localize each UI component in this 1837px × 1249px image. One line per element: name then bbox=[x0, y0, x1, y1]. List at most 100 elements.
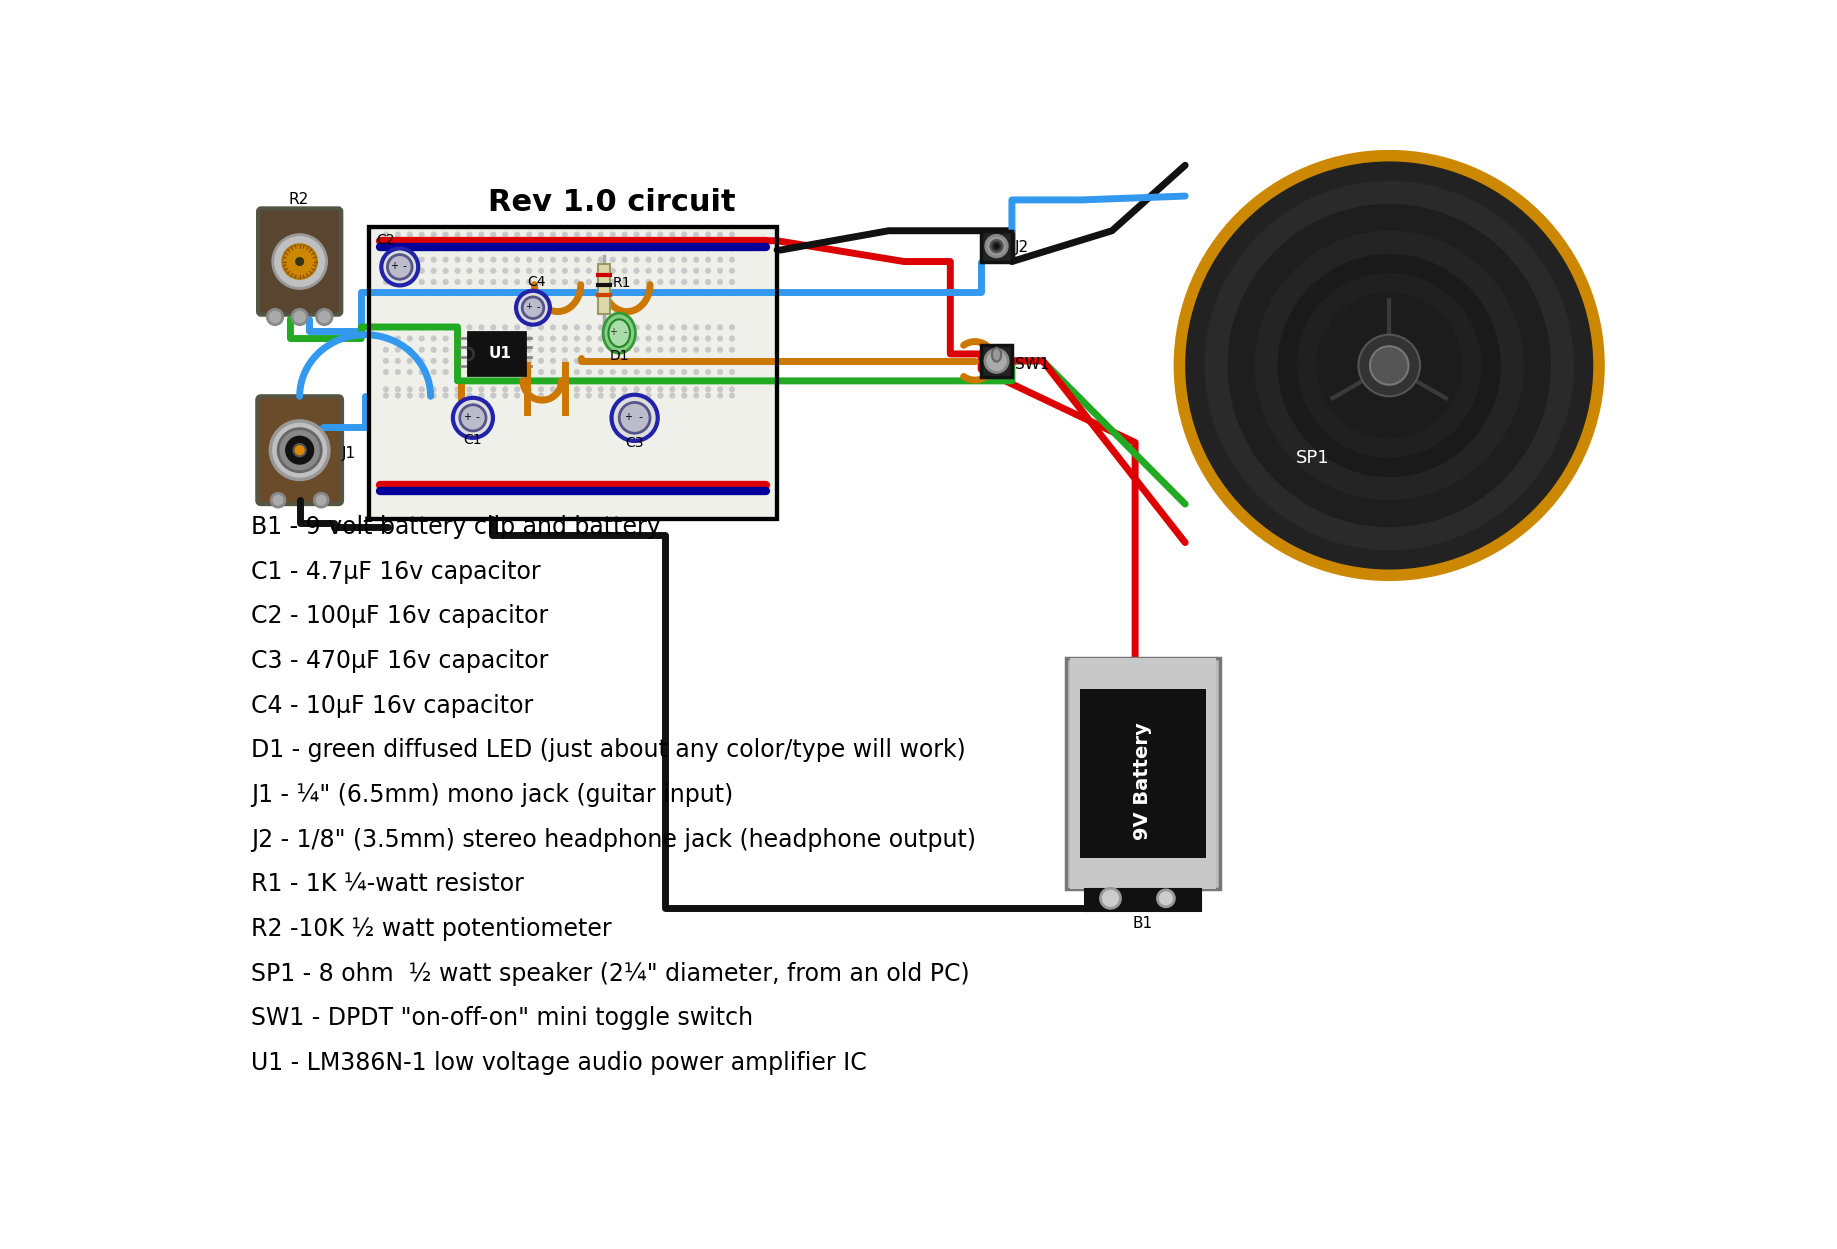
Circle shape bbox=[694, 232, 698, 237]
Circle shape bbox=[623, 358, 626, 363]
Circle shape bbox=[395, 239, 400, 244]
Circle shape bbox=[718, 393, 722, 398]
Circle shape bbox=[551, 336, 557, 341]
Circle shape bbox=[682, 370, 687, 375]
Circle shape bbox=[395, 336, 400, 341]
Circle shape bbox=[634, 232, 639, 237]
Circle shape bbox=[514, 325, 520, 330]
Circle shape bbox=[384, 269, 389, 274]
Circle shape bbox=[503, 239, 509, 244]
Circle shape bbox=[456, 269, 461, 274]
Circle shape bbox=[283, 245, 316, 279]
Circle shape bbox=[527, 280, 533, 285]
Circle shape bbox=[538, 393, 544, 398]
Circle shape bbox=[479, 246, 485, 251]
Circle shape bbox=[467, 269, 472, 274]
Circle shape bbox=[479, 280, 485, 285]
Circle shape bbox=[729, 347, 735, 352]
Circle shape bbox=[705, 246, 711, 251]
Text: C4: C4 bbox=[527, 275, 546, 290]
Circle shape bbox=[467, 336, 472, 341]
Circle shape bbox=[443, 358, 448, 363]
Circle shape bbox=[658, 232, 663, 237]
Circle shape bbox=[729, 239, 735, 244]
Bar bbox=[1080, 689, 1205, 858]
Circle shape bbox=[538, 358, 544, 363]
Circle shape bbox=[419, 370, 424, 375]
Text: Rev 1.0 circuit: Rev 1.0 circuit bbox=[487, 187, 735, 217]
Circle shape bbox=[986, 235, 1007, 257]
Circle shape bbox=[586, 269, 592, 274]
Text: J1 - ¼" (6.5mm) mono jack (guitar input): J1 - ¼" (6.5mm) mono jack (guitar input) bbox=[252, 783, 733, 807]
Circle shape bbox=[456, 370, 461, 375]
Circle shape bbox=[316, 310, 332, 325]
Circle shape bbox=[419, 387, 424, 392]
Circle shape bbox=[575, 291, 579, 296]
Circle shape bbox=[551, 246, 557, 251]
Circle shape bbox=[599, 280, 603, 285]
Circle shape bbox=[586, 370, 592, 375]
Text: -: - bbox=[623, 326, 626, 336]
Circle shape bbox=[658, 269, 663, 274]
Circle shape bbox=[443, 280, 448, 285]
Circle shape bbox=[384, 280, 389, 285]
Circle shape bbox=[705, 232, 711, 237]
Circle shape bbox=[647, 232, 650, 237]
Circle shape bbox=[623, 257, 626, 262]
Circle shape bbox=[682, 232, 687, 237]
Circle shape bbox=[419, 358, 424, 363]
Circle shape bbox=[479, 347, 485, 352]
Circle shape bbox=[408, 336, 413, 341]
Circle shape bbox=[599, 325, 603, 330]
Bar bbox=[369, 227, 777, 520]
Ellipse shape bbox=[1370, 346, 1409, 385]
Circle shape bbox=[586, 246, 592, 251]
Circle shape bbox=[538, 387, 544, 392]
Circle shape bbox=[467, 280, 472, 285]
Circle shape bbox=[718, 387, 722, 392]
Circle shape bbox=[671, 336, 674, 341]
Circle shape bbox=[586, 358, 592, 363]
Circle shape bbox=[729, 358, 735, 363]
Text: D1 - green diffused LED (just about any color/type will work): D1 - green diffused LED (just about any … bbox=[252, 738, 966, 762]
Circle shape bbox=[287, 436, 314, 465]
Circle shape bbox=[432, 291, 437, 296]
Circle shape bbox=[467, 257, 472, 262]
Circle shape bbox=[694, 246, 698, 251]
Circle shape bbox=[408, 347, 413, 352]
Circle shape bbox=[538, 370, 544, 375]
Bar bbox=[1086, 889, 1201, 911]
Circle shape bbox=[634, 269, 639, 274]
Circle shape bbox=[551, 232, 557, 237]
Circle shape bbox=[562, 336, 568, 341]
Circle shape bbox=[562, 393, 568, 398]
Circle shape bbox=[432, 325, 437, 330]
Circle shape bbox=[527, 387, 533, 392]
Circle shape bbox=[443, 239, 448, 244]
Circle shape bbox=[599, 393, 603, 398]
Circle shape bbox=[551, 239, 557, 244]
Circle shape bbox=[599, 336, 603, 341]
Circle shape bbox=[647, 347, 650, 352]
Circle shape bbox=[623, 232, 626, 237]
FancyBboxPatch shape bbox=[257, 396, 342, 505]
Text: C3: C3 bbox=[625, 436, 643, 450]
Circle shape bbox=[586, 336, 592, 341]
Circle shape bbox=[490, 280, 496, 285]
Circle shape bbox=[610, 387, 615, 392]
Circle shape bbox=[384, 336, 389, 341]
Circle shape bbox=[408, 370, 413, 375]
Circle shape bbox=[599, 257, 603, 262]
Circle shape bbox=[443, 347, 448, 352]
Circle shape bbox=[490, 246, 496, 251]
Circle shape bbox=[682, 347, 687, 352]
Circle shape bbox=[623, 269, 626, 274]
Circle shape bbox=[647, 336, 650, 341]
Circle shape bbox=[527, 393, 533, 398]
Circle shape bbox=[705, 269, 711, 274]
Circle shape bbox=[419, 280, 424, 285]
Circle shape bbox=[408, 232, 413, 237]
Circle shape bbox=[634, 239, 639, 244]
Circle shape bbox=[467, 387, 472, 392]
Circle shape bbox=[729, 232, 735, 237]
